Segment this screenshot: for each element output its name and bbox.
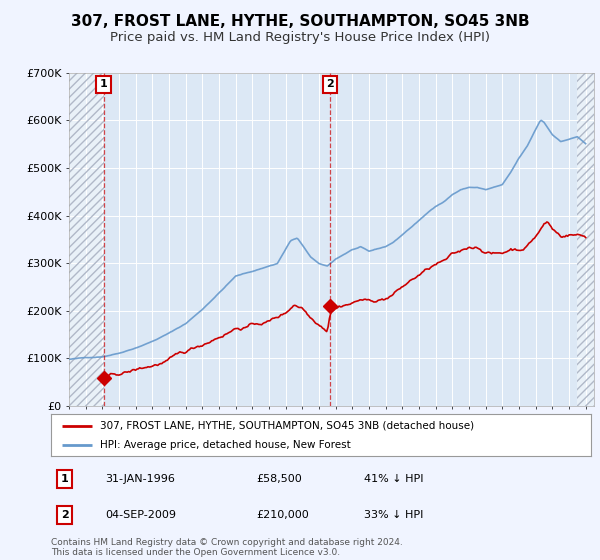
- Text: 2: 2: [326, 80, 334, 90]
- Text: 307, FROST LANE, HYTHE, SOUTHAMPTON, SO45 3NB (detached house): 307, FROST LANE, HYTHE, SOUTHAMPTON, SO4…: [100, 421, 474, 431]
- Text: 2: 2: [61, 510, 68, 520]
- Text: 41% ↓ HPI: 41% ↓ HPI: [364, 474, 424, 484]
- Bar: [69, 73, 104, 406]
- Text: 33% ↓ HPI: 33% ↓ HPI: [364, 510, 424, 520]
- Bar: [577, 73, 594, 406]
- Text: 1: 1: [61, 474, 68, 484]
- Text: HPI: Average price, detached house, New Forest: HPI: Average price, detached house, New …: [100, 440, 350, 450]
- Text: Price paid vs. HM Land Registry's House Price Index (HPI): Price paid vs. HM Land Registry's House …: [110, 31, 490, 44]
- Text: 31-JAN-1996: 31-JAN-1996: [105, 474, 175, 484]
- Text: £210,000: £210,000: [256, 510, 309, 520]
- Text: 1: 1: [100, 80, 107, 90]
- Text: 307, FROST LANE, HYTHE, SOUTHAMPTON, SO45 3NB: 307, FROST LANE, HYTHE, SOUTHAMPTON, SO4…: [71, 14, 529, 29]
- Bar: [69, 73, 104, 406]
- Text: Contains HM Land Registry data © Crown copyright and database right 2024.
This d: Contains HM Land Registry data © Crown c…: [51, 538, 403, 557]
- Text: 04-SEP-2009: 04-SEP-2009: [105, 510, 176, 520]
- Text: £58,500: £58,500: [256, 474, 302, 484]
